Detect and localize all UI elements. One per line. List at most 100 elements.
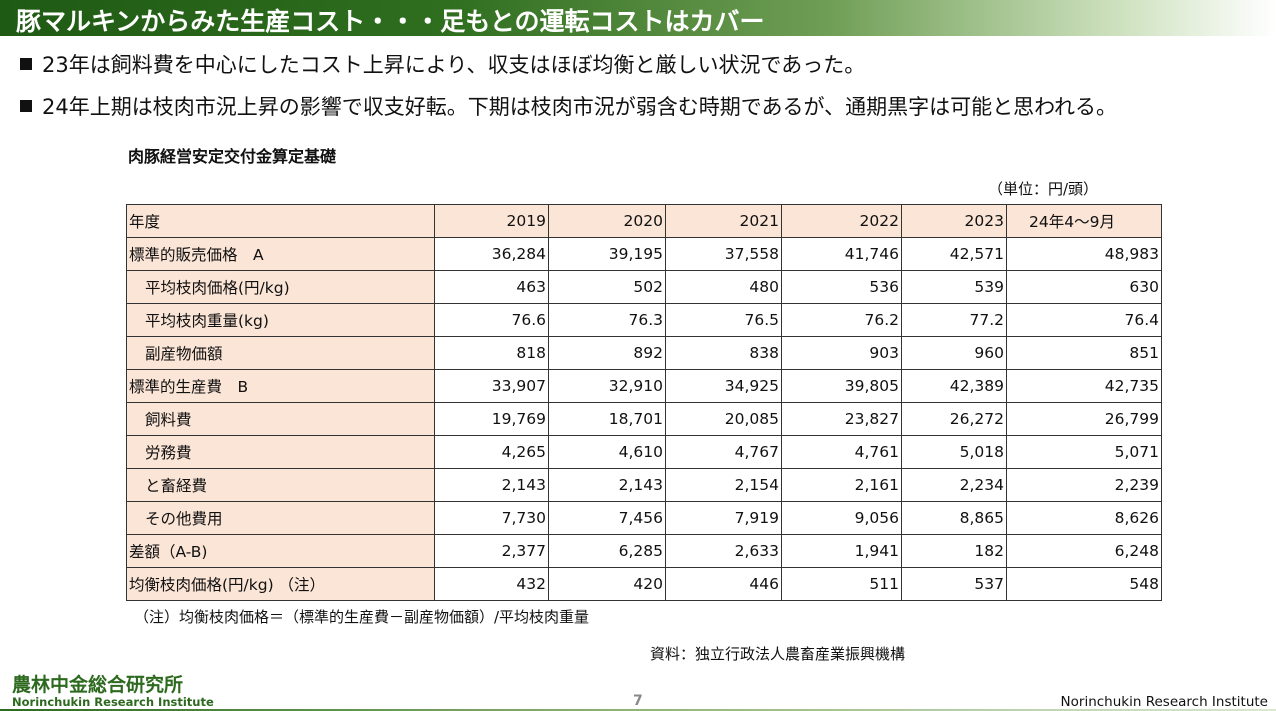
table-cell: 33,907: [434, 369, 549, 403]
bullet-1-text: 23年は飼料費を中心にしたコスト上昇により、収支はほぼ均衡と厳しい状況であった。: [42, 53, 866, 77]
table-row: 飼料費 19,769 18,701 20,085 23,827 26,272 2…: [126, 402, 1162, 436]
table-cell: 32,910: [548, 369, 666, 403]
table-cell: 432: [434, 567, 549, 601]
company-logo: 農林中金総合研究所 Norinchukin Research Institute: [12, 670, 214, 710]
table-cell: 48,983: [1006, 237, 1162, 271]
table-cell: 463: [434, 270, 549, 304]
header-cell: 2021: [665, 204, 782, 238]
header-cell: 2020: [548, 204, 666, 238]
row-label: 差額（A-B): [126, 534, 435, 568]
title-bar: 豚マルキンからみた生産コスト・・・足もとの運転コストはカバー: [0, 0, 1276, 36]
logo-japanese: 農林中金総合研究所: [12, 674, 184, 696]
table-cell: 4,761: [781, 435, 902, 469]
table-cell: 8,865: [901, 501, 1007, 535]
table-row: 平均枝肉重量(kg) 76.6 76.3 76.5 76.2 77.2 76.4: [126, 303, 1162, 337]
table-cell: 502: [548, 270, 666, 304]
table-cell: 2,633: [665, 534, 782, 568]
table-cell: 23,827: [781, 402, 902, 436]
table-cell: 2,154: [665, 468, 782, 502]
table-cell: 41,746: [781, 237, 902, 271]
header-cell: 2023: [901, 204, 1007, 238]
table-cell: 26,272: [901, 402, 1007, 436]
unit-label: （単位：円/頭）: [988, 180, 1099, 198]
table-cell: 42,389: [901, 369, 1007, 403]
table-row: 副産物価額 818 892 838 903 960 851: [126, 336, 1162, 370]
table-cell: 7,730: [434, 501, 549, 535]
table-cell: 76.6: [434, 303, 549, 337]
header-cell: 2019: [434, 204, 549, 238]
page-number: 7: [633, 693, 643, 709]
table-cell: 76.3: [548, 303, 666, 337]
table-cell: 537: [901, 567, 1007, 601]
bullet-2-text: 24年上期は枝肉市況上昇の影響で収支好転。下期は枝肉市況が弱含む時期であるが、通…: [42, 95, 1118, 119]
bullet-2: 24年上期は枝肉市況上昇の影響で収支好転。下期は枝肉市況が弱含む時期であるが、通…: [20, 91, 1117, 121]
table-row: 標準的販売価格 A 36,284 39,195 37,558 41,746 42…: [126, 237, 1162, 271]
data-table: 年度 2019 2020 2021 2022 2023 24年4～9月 標準的販…: [126, 204, 1162, 601]
table-cell: 37,558: [665, 237, 782, 271]
table-cell: 76.5: [665, 303, 782, 337]
table-cell: 26,799: [1006, 402, 1162, 436]
table-cell: 34,925: [665, 369, 782, 403]
row-label: 飼料費: [126, 402, 435, 436]
table-cell: 19,769: [434, 402, 549, 436]
table-row: 標準的生産費 B 33,907 32,910 34,925 39,805 42,…: [126, 369, 1162, 403]
table-row: 平均枝肉価格(円/kg) 463 502 480 536 539 630: [126, 270, 1162, 304]
table-cell: 39,195: [548, 237, 666, 271]
table-cell: 630: [1006, 270, 1162, 304]
table-cell: 536: [781, 270, 902, 304]
footer-organization: Norinchukin Research Institute: [1060, 694, 1268, 710]
row-label: 均衡枝肉価格(円/kg) （注）: [126, 567, 435, 601]
table-cell: 182: [901, 534, 1007, 568]
table-cell: 8,626: [1006, 501, 1162, 535]
row-label: 平均枝肉価格(円/kg): [126, 270, 435, 304]
bullet-square-icon: [20, 100, 32, 112]
table-cell: 36,284: [434, 237, 549, 271]
source-note: 資料：独立行政法人農畜産業振興機構: [650, 645, 906, 663]
header-cell: 2022: [781, 204, 902, 238]
table-cell: 42,735: [1006, 369, 1162, 403]
bullet-1: 23年は飼料費を中心にしたコスト上昇により、収支はほぼ均衡と厳しい状況であった。: [20, 49, 865, 79]
table-cell: 511: [781, 567, 902, 601]
table-cell: 20,085: [665, 402, 782, 436]
table-cell: 4,767: [665, 435, 782, 469]
table-header-row: 年度 2019 2020 2021 2022 2023 24年4～9月: [126, 204, 1162, 238]
table-title: 肉豚経営安定交付金算定基礎: [128, 147, 337, 166]
table-cell: 480: [665, 270, 782, 304]
table-cell: 2,143: [434, 468, 549, 502]
table-cell: 548: [1006, 567, 1162, 601]
table-row: 均衡枝肉価格(円/kg) （注） 432 420 446 511 537 548: [126, 567, 1162, 601]
row-label: 労務費: [126, 435, 435, 469]
table-cell: 420: [548, 567, 666, 601]
header-cell: 24年4～9月: [1006, 204, 1162, 238]
slide-title: 豚マルキンからみた生産コスト・・・足もとの運転コストはカバー: [16, 7, 765, 36]
table-cell: 539: [901, 270, 1007, 304]
table-cell: 446: [665, 567, 782, 601]
table-cell: 903: [781, 336, 902, 370]
table-row: 労務費 4,265 4,610 4,767 4,761 5,018 5,071: [126, 435, 1162, 469]
table-cell: 851: [1006, 336, 1162, 370]
row-label: 平均枝肉重量(kg): [126, 303, 435, 337]
table-cell: 2,239: [1006, 468, 1162, 502]
footer-divider: [0, 709, 1276, 711]
table-cell: 5,018: [901, 435, 1007, 469]
row-label: と畜経費: [126, 468, 435, 502]
table-cell: 4,610: [548, 435, 666, 469]
table-cell: 76.4: [1006, 303, 1162, 337]
table-note: （注）均衡枝肉価格＝（標準的生産費－副産物価額）/平均枝肉重量: [134, 608, 590, 626]
table-cell: 42,571: [901, 237, 1007, 271]
table-row: 差額（A-B) 2,377 6,285 2,633 1,941 182 6,24…: [126, 534, 1162, 568]
row-label: 副産物価額: [126, 336, 435, 370]
row-label: その他費用: [126, 501, 435, 535]
table-cell: 77.2: [901, 303, 1007, 337]
table-cell: 39,805: [781, 369, 902, 403]
table-row: と畜経費 2,143 2,143 2,154 2,161 2,234 2,239: [126, 468, 1162, 502]
table-cell: 838: [665, 336, 782, 370]
table-cell: 7,919: [665, 501, 782, 535]
table-cell: 6,248: [1006, 534, 1162, 568]
header-cell: 年度: [126, 204, 435, 238]
table-cell: 18,701: [548, 402, 666, 436]
table-cell: 2,143: [548, 468, 666, 502]
table-cell: 7,456: [548, 501, 666, 535]
table-cell: 960: [901, 336, 1007, 370]
bullet-square-icon: [20, 58, 32, 70]
